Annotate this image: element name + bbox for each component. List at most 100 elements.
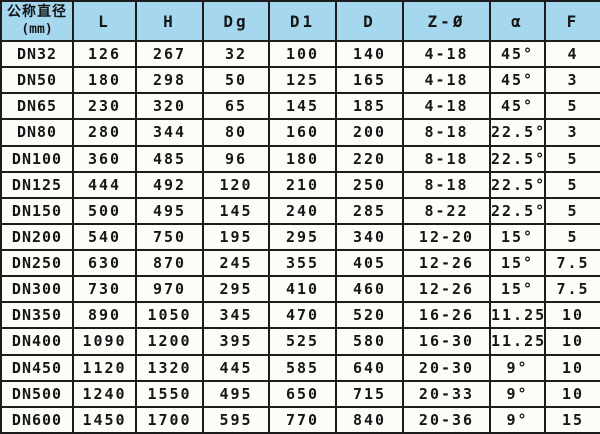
table-row: DN100 360 485 96 180 220 8-18 22.5° 5 bbox=[0, 144, 600, 173]
table-cell: 22.5° bbox=[489, 170, 546, 199]
table-cell: 470 bbox=[268, 301, 337, 330]
table-cell: 405 bbox=[335, 248, 404, 278]
table-cell: 1320 bbox=[135, 353, 204, 382]
table-cell: 22.5° bbox=[489, 144, 546, 173]
table-cell: 7.5 bbox=[544, 275, 600, 304]
row-header-dn: DN450 bbox=[0, 353, 74, 382]
table-cell: 22.5° bbox=[489, 118, 546, 147]
table-row: DN200 540 750 195 295 340 12-20 15° 5 bbox=[0, 222, 600, 252]
table-cell: 5 bbox=[544, 196, 600, 225]
table-cell: 870 bbox=[135, 248, 204, 278]
table-cell: 9° bbox=[489, 353, 546, 382]
table-cell: 12-26 bbox=[402, 275, 491, 304]
column-header-f: F bbox=[544, 0, 600, 42]
table-row: DN450 1120 1320 445 585 640 20-30 9° 10 bbox=[0, 353, 600, 382]
table-cell: 640 bbox=[335, 353, 404, 382]
table-cell: 410 bbox=[268, 275, 337, 304]
table-cell: 10 bbox=[544, 301, 600, 330]
table-cell: 245 bbox=[202, 248, 270, 278]
table-cell: 250 bbox=[335, 170, 404, 199]
table-cell: 12-20 bbox=[402, 222, 491, 252]
table-row: DN500 1240 1550 495 650 715 20-33 9° 10 bbox=[0, 379, 600, 408]
table-cell: 15° bbox=[489, 222, 546, 252]
column-header-dg: Dg bbox=[202, 0, 270, 42]
table-cell: 220 bbox=[335, 144, 404, 173]
table-cell: 1450 bbox=[72, 405, 137, 434]
table-cell: 492 bbox=[135, 170, 204, 199]
row-header-dn: DN250 bbox=[0, 248, 74, 278]
table-cell: 9° bbox=[489, 405, 546, 434]
table-cell: 285 bbox=[335, 196, 404, 225]
table-cell: 345 bbox=[202, 301, 270, 330]
table-row: DN150 500 495 145 240 285 8-22 22.5° 5 bbox=[0, 196, 600, 225]
table-cell: 50 bbox=[202, 66, 270, 95]
row-header-dn: DN32 bbox=[0, 39, 74, 69]
table-cell: 267 bbox=[135, 39, 204, 69]
column-header-h: H bbox=[135, 0, 204, 42]
row-header-dn: DN80 bbox=[0, 118, 74, 147]
row-header-dn: DN65 bbox=[0, 92, 74, 121]
table-cell: 1200 bbox=[135, 327, 204, 356]
table-cell: 344 bbox=[135, 118, 204, 147]
table-row: DN300 730 970 295 410 460 12-26 15° 7.5 bbox=[0, 275, 600, 304]
table-cell: 240 bbox=[268, 196, 337, 225]
nominal-diameter-header: 公称直径 (mm) bbox=[0, 0, 74, 42]
row-header-dn: DN125 bbox=[0, 170, 74, 199]
table-cell: 125 bbox=[268, 66, 337, 95]
table-cell: 180 bbox=[72, 66, 137, 95]
table-cell: 520 bbox=[335, 301, 404, 330]
table-cell: 16-30 bbox=[402, 327, 491, 356]
table-cell: 630 bbox=[72, 248, 137, 278]
row-header-dn: DN350 bbox=[0, 301, 74, 330]
table-cell: 16-26 bbox=[402, 301, 491, 330]
table-cell: 185 bbox=[335, 92, 404, 121]
table-cell: 5 bbox=[544, 222, 600, 252]
table-cell: 8-22 bbox=[402, 196, 491, 225]
row-header-dn: DN100 bbox=[0, 144, 74, 173]
column-header-alpha: α bbox=[489, 0, 546, 42]
table-cell: 180 bbox=[268, 144, 337, 173]
table-cell: 445 bbox=[202, 353, 270, 382]
row-header-dn: DN400 bbox=[0, 327, 74, 356]
table-cell: 195 bbox=[202, 222, 270, 252]
table-cell: 126 bbox=[72, 39, 137, 69]
table-cell: 1120 bbox=[72, 353, 137, 382]
table-cell: 5 bbox=[544, 92, 600, 121]
table-cell: 540 bbox=[72, 222, 137, 252]
table-cell: 580 bbox=[335, 327, 404, 356]
table-cell: 4-18 bbox=[402, 66, 491, 95]
table-cell: 10 bbox=[544, 379, 600, 408]
table-cell: 11.25° bbox=[489, 327, 546, 356]
table-cell: 4 bbox=[544, 39, 600, 69]
column-header-d: D bbox=[335, 0, 404, 42]
table-cell: 970 bbox=[135, 275, 204, 304]
table-cell: 10 bbox=[544, 353, 600, 382]
table-cell: 7.5 bbox=[544, 248, 600, 278]
table-cell: 145 bbox=[202, 196, 270, 225]
table-cell: 15 bbox=[544, 405, 600, 434]
table-row: DN65 230 320 65 145 185 4-18 45° 5 bbox=[0, 92, 600, 121]
table-cell: 8-18 bbox=[402, 118, 491, 147]
table-cell: 210 bbox=[268, 170, 337, 199]
table-cell: 1050 bbox=[135, 301, 204, 330]
table-cell: 395 bbox=[202, 327, 270, 356]
table-row: DN32 126 267 32 100 140 4-18 45° 4 bbox=[0, 39, 600, 69]
row-header-dn: DN200 bbox=[0, 222, 74, 252]
table-cell: 9° bbox=[489, 379, 546, 408]
table-cell: 140 bbox=[335, 39, 404, 69]
table-cell: 715 bbox=[335, 379, 404, 408]
table-body: DN32 126 267 32 100 140 4-18 45° 4 DN50 180 298 50 12… bbox=[0, 39, 600, 434]
table-cell: 45° bbox=[489, 66, 546, 95]
table-cell: 295 bbox=[202, 275, 270, 304]
table-cell: 500 bbox=[72, 196, 137, 225]
table-cell: 750 bbox=[135, 222, 204, 252]
table-cell: 485 bbox=[135, 144, 204, 173]
table-cell: 3 bbox=[544, 118, 600, 147]
table-cell: 730 bbox=[72, 275, 137, 304]
table-cell: 15° bbox=[489, 275, 546, 304]
row-header-dn: DN600 bbox=[0, 405, 74, 434]
table-cell: 1240 bbox=[72, 379, 137, 408]
table-row: DN600 1450 1700 595 770 840 20-36 9° 15 bbox=[0, 405, 600, 434]
